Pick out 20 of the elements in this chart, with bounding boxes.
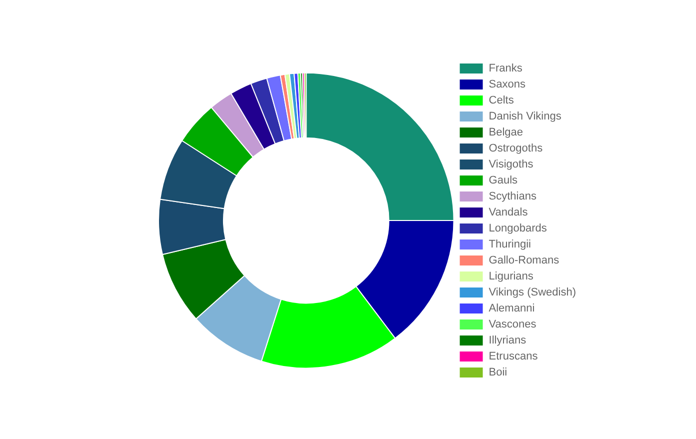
legend-label: Alemanni bbox=[488, 302, 535, 315]
legend-label: Saxons bbox=[488, 78, 526, 91]
legend-label: Vandals bbox=[488, 206, 528, 219]
legend-label: Ostrogoths bbox=[488, 142, 544, 155]
legend-label: Longobards bbox=[488, 222, 548, 235]
legend-label: Belgae bbox=[488, 126, 524, 139]
legend-label: Scythians bbox=[488, 190, 537, 203]
legend-label: Vascones bbox=[488, 318, 537, 331]
legend-label: Franks bbox=[488, 62, 523, 75]
legend-label: Boii bbox=[488, 366, 508, 379]
legend-label: Illyrians bbox=[488, 334, 527, 347]
legend-label: Ligurians bbox=[488, 270, 534, 283]
legend-label: Gauls bbox=[488, 174, 518, 187]
legend-label: Gallo-Romans bbox=[488, 254, 560, 267]
legend-label: Visigoths bbox=[488, 158, 534, 171]
legend-label: Etruscans bbox=[488, 350, 538, 363]
legend-label: Celts bbox=[488, 94, 514, 107]
legend-label: Vikings (Swedish) bbox=[488, 286, 576, 299]
legend-label: Danish Vikings bbox=[488, 110, 562, 123]
legend-label: Thuringii bbox=[488, 238, 531, 251]
